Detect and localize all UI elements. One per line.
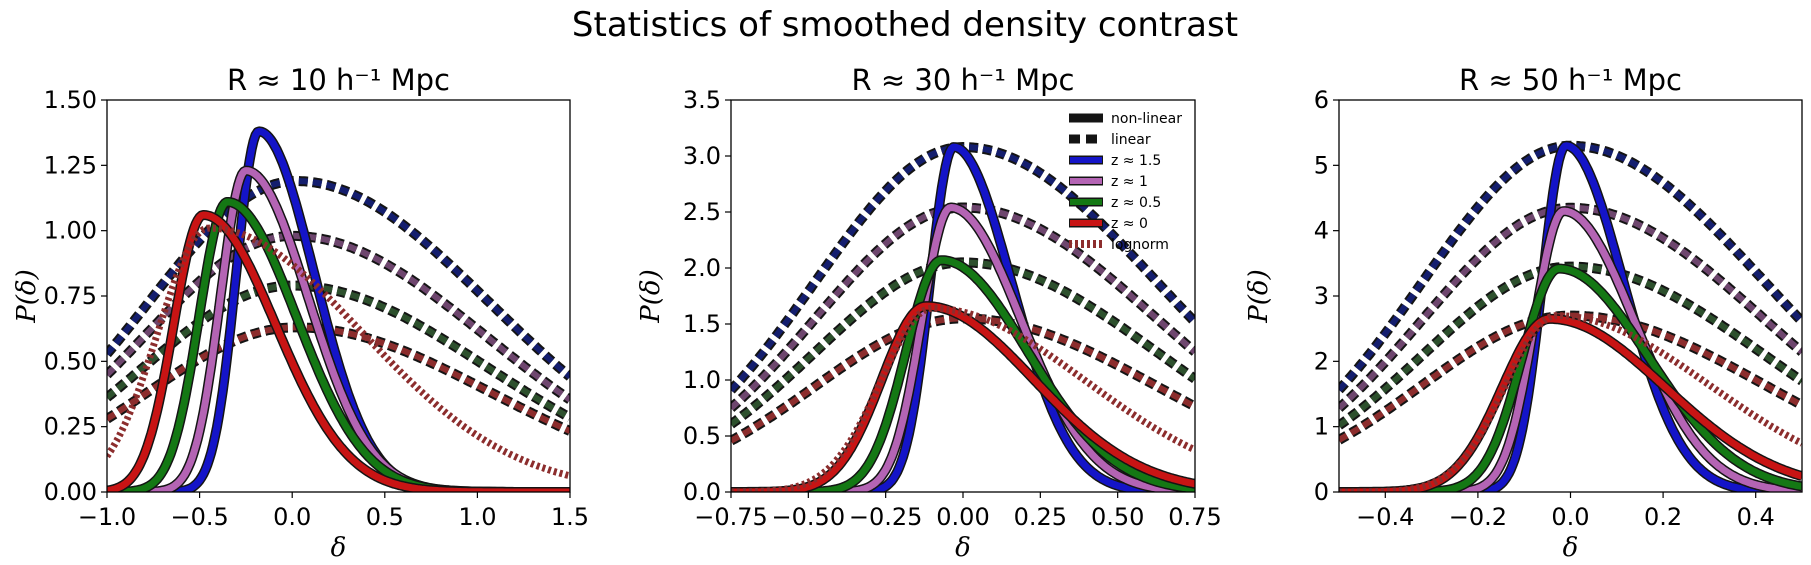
y-axis-label: P(δ) (12, 269, 42, 323)
y-tick-label: 0.50 (44, 347, 97, 375)
series-linear-z1 (107, 232, 570, 403)
legend-label: z ≈ 0 (1111, 216, 1148, 232)
series-nonlinear-z1 (731, 204, 1195, 492)
y-tick-label: 2.0 (683, 254, 721, 282)
legend-item: z ≈ 0 (1069, 216, 1148, 232)
x-tick-label: 0.0 (273, 503, 311, 531)
panels: −1.0 −0.5 0.0 0.5 1.0 1.50.000.250.500.751.00… (12, 63, 1803, 563)
y-tick-label: 5 (1314, 151, 1329, 179)
curves (107, 126, 570, 492)
series-linear-z05 (107, 282, 570, 421)
x-axis-label: δ (331, 533, 347, 563)
x-tick-label: −0.25 (849, 503, 923, 531)
y-tick-label: 1 (1314, 413, 1329, 441)
series-linear-z0 (731, 315, 1195, 444)
x-tick-label: 0.4 (1737, 503, 1775, 531)
legend-label: non-linear (1111, 111, 1182, 127)
x-tick-label: 0.50 (1091, 503, 1144, 531)
legend-item: z ≈ 1 (1069, 174, 1148, 190)
legend-item: non-linear (1069, 111, 1182, 127)
x-tick-label: 1.5 (551, 503, 589, 531)
x-tick-label: 1.0 (458, 503, 496, 531)
curves (1339, 140, 1802, 492)
legend-label: z ≈ 1.5 (1111, 153, 1161, 169)
y-tick-label: 0.0 (683, 478, 721, 506)
x-tick-label: 0.75 (1168, 503, 1221, 531)
x-tick-label: 0.25 (1014, 503, 1067, 531)
panel-1: −1.0 −0.5 0.0 0.5 1.0 1.5 0.00 0.25 0.50 0.75 1.00… (12, 63, 589, 563)
x-tick-label: −0.50 (772, 503, 846, 531)
x-tick-label: −0.75 (694, 503, 768, 531)
y-tick-label: 2 (1314, 347, 1329, 375)
series-linear-z1-edge (1339, 202, 1802, 412)
y-tick-label: 4 (1314, 217, 1329, 245)
legend-item: z ≈ 1.5 (1069, 153, 1161, 169)
x-tick-label: 0.00 (936, 503, 989, 531)
y-tick-label: 0.00 (44, 478, 97, 506)
legend-item: lognorm (1069, 237, 1169, 253)
y-axis-label: P(δ) (1244, 269, 1274, 323)
legend-label: linear (1111, 132, 1151, 148)
panel-title: R ≈ 30 h⁻¹ Mpc (852, 63, 1075, 97)
curves (731, 141, 1195, 492)
panel-2: −0.75 −0.50 −0.25 0.00 0.25 0.50 0.75 0.0 0.5 1.0… (636, 63, 1222, 563)
y-tick-label: 3 (1314, 282, 1329, 310)
panel-title: R ≈ 10 h⁻¹ Mpc (227, 63, 450, 97)
series-lognorm (107, 224, 570, 480)
x-tick-label: −1.0 (78, 503, 136, 531)
y-tick-label: 1.0 (683, 366, 721, 394)
x-tick-label: 0.2 (1644, 503, 1682, 531)
legend-item: z ≈ 0.5 (1069, 195, 1161, 211)
y-tick-label: 1.00 (44, 217, 97, 245)
x-tick-label: 0.0 (1551, 503, 1589, 531)
figure-suptitle: Statistics of smoothed density contrast (572, 5, 1238, 45)
series-nonlinear-z0 (1339, 315, 1802, 492)
y-tick-label: 0.25 (44, 413, 97, 441)
y-tick-label: 1.50 (44, 86, 97, 114)
legend-label: z ≈ 1 (1111, 174, 1148, 190)
series-lognorm (1339, 312, 1802, 492)
y-tick-label: 3.5 (683, 86, 721, 114)
y-tick-label: 2.5 (683, 198, 721, 226)
legend-label: z ≈ 0.5 (1111, 195, 1161, 211)
y-tick-label: 1.25 (44, 151, 97, 179)
series-linear-z0 (107, 324, 570, 434)
legend: non-linear linear z ≈ 1.5 z ≈ 1 z ≈ 0.5 z ≈ 0… (1069, 111, 1182, 253)
x-axis-label: δ (1563, 533, 1579, 563)
series-nonlinear-z0 (731, 302, 1195, 492)
x-tick-label: −0.4 (1356, 503, 1414, 531)
y-axis-label: P(δ) (636, 269, 666, 323)
series-linear-z1 (1339, 204, 1802, 411)
y-tick-label: 0.75 (44, 282, 97, 310)
x-tick-label: −0.2 (1449, 503, 1507, 531)
x-tick-label: −0.5 (170, 503, 228, 531)
panel-title: R ≈ 50 h⁻¹ Mpc (1459, 63, 1682, 97)
series-linear-z0 (1339, 312, 1802, 443)
x-tick-label: 0.5 (366, 503, 404, 531)
series-nonlinear-z15 (107, 127, 570, 492)
y-tick-label: 0 (1314, 478, 1329, 506)
x-axis-label: δ (955, 533, 971, 563)
series-nonlinear-z15 (1339, 142, 1802, 492)
series-nonlinear-z15 (731, 143, 1195, 492)
series-nonlinear-z05 (1339, 265, 1802, 492)
y-tick-label: 0.5 (683, 422, 721, 450)
series-lognorm (731, 304, 1195, 492)
y-tick-label: 6 (1314, 86, 1329, 114)
legend-item: linear (1069, 132, 1151, 148)
panel-3: −0.4 −0.2 0.0 0.2 0.4 0 1 2 3 4 5 6 R ≈ 50 h⁻¹ Mpc δ P… (1244, 63, 1803, 563)
legend-label: lognorm (1111, 237, 1169, 253)
series-nonlinear-z1 (1339, 207, 1802, 492)
y-tick-label: 3.0 (683, 142, 721, 170)
y-tick-label: 1.5 (683, 310, 721, 338)
series-nonlinear-z1-edge (1339, 206, 1802, 492)
series-nonlinear-z0-edge (1339, 313, 1802, 492)
